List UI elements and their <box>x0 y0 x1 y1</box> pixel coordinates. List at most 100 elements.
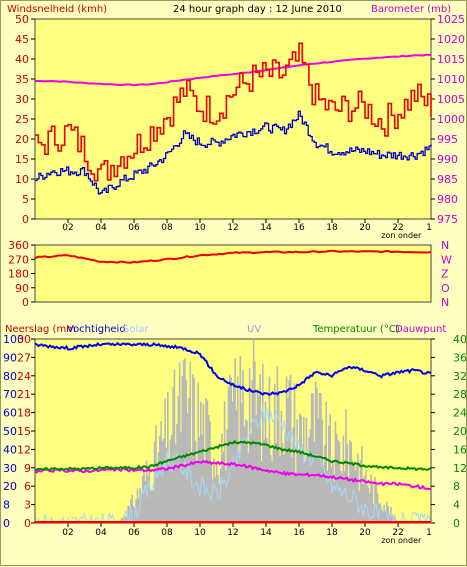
uv-bar <box>379 503 382 523</box>
climate-xtick-label: 06 <box>128 528 140 538</box>
uv-bar <box>347 476 350 523</box>
wind-ytick-label: 30 <box>15 93 29 106</box>
wind-ytick-label: 5 <box>22 193 29 206</box>
uv-bar <box>387 506 390 523</box>
baro-ytick-label: 1000 <box>437 113 465 126</box>
wind-speed-line <box>35 110 432 195</box>
temperature-line <box>34 440 432 472</box>
climate-xtick-label-end: 1 <box>426 528 432 538</box>
wind-ytick-label: 0 <box>22 213 29 226</box>
rain-ytick-label: 27 <box>17 351 31 364</box>
uv-bar <box>390 506 392 523</box>
uv-bar <box>326 471 329 523</box>
uv-bar <box>178 362 181 523</box>
uv-bar <box>169 439 172 523</box>
uv-bar <box>384 511 387 523</box>
climate-xtick-label: 02 <box>62 528 73 538</box>
temp-ytick-label: 20 <box>453 425 467 438</box>
uv-bar <box>173 369 176 523</box>
wind-ytick-label: 15 <box>15 153 29 166</box>
temp-ytick-label: 32 <box>453 370 467 383</box>
uv-bar <box>185 380 188 523</box>
direction-compass-label: N <box>441 239 449 252</box>
uv-bar <box>351 461 354 523</box>
uv-bar <box>293 383 296 523</box>
wind-xtick-label: 02 <box>62 223 73 233</box>
uv-bar <box>380 508 383 523</box>
uv-bar <box>281 442 284 523</box>
wind-xtick-label: 06 <box>128 223 140 233</box>
baro-ytick-label: 995 <box>437 133 458 146</box>
temp-ytick-label: 4 <box>453 499 460 512</box>
uv-bar <box>147 476 149 523</box>
uv-bar <box>330 467 333 523</box>
uv-bar <box>345 409 347 523</box>
uv-bar <box>140 493 143 523</box>
uv-bar <box>362 484 364 523</box>
uv-bar <box>291 457 293 523</box>
wind-ytick-label: 10 <box>15 173 29 186</box>
uv-bar <box>314 381 317 523</box>
uv-bar <box>198 436 201 523</box>
wind-speed-axis-title: Windsnelheid (kmh) <box>7 4 107 15</box>
wind-direction-line <box>34 249 432 264</box>
uv-bar <box>358 490 360 523</box>
wind-xtick-label: 20 <box>359 223 371 233</box>
wind-xtick-label-end: 1 <box>426 223 432 233</box>
uv-bar <box>193 377 195 523</box>
uv-bar <box>148 468 151 523</box>
uv-bar <box>273 383 276 523</box>
uv-bar <box>201 434 203 523</box>
baro-ytick-label: 1005 <box>437 93 465 106</box>
wind-panel-frame <box>34 18 432 220</box>
uv-bar <box>355 465 358 523</box>
baro-ytick-label: 985 <box>437 173 458 186</box>
uv-bar <box>189 361 192 523</box>
climate-xtick-label: 04 <box>95 528 107 538</box>
uv-bar <box>388 515 391 523</box>
wind-ytick-label: 45 <box>15 33 29 46</box>
rain-ytick-label: 21 <box>17 388 31 401</box>
temp-ytick-label: 8 <box>453 480 460 493</box>
uv-bar <box>227 386 230 523</box>
uv-bar <box>141 475 144 523</box>
direction-panel-frame <box>34 244 432 303</box>
temp-ytick-label: 12 <box>453 462 467 475</box>
uv-bar <box>184 358 186 523</box>
temp-ytick-label: 24 <box>453 407 467 420</box>
direction-ytick-label: 180 <box>8 268 29 281</box>
uv-bar <box>301 444 304 523</box>
humidity-ytick-label: 100 <box>3 333 24 346</box>
wind-xtick-label: 22 <box>392 223 403 233</box>
uv-bar <box>276 366 279 523</box>
rain-ytick-label: 30 <box>17 333 31 346</box>
humidity-ytick-label: 50 <box>3 425 17 438</box>
uv-bar <box>132 506 135 523</box>
uv-bar <box>124 516 127 523</box>
wind-xtick-label: 14 <box>260 223 272 233</box>
rain-ytick-label: 12 <box>17 443 31 456</box>
rain-ytick-label: 18 <box>17 407 31 420</box>
uv-bar <box>316 387 318 523</box>
uv-bar <box>269 455 272 523</box>
uv-bar <box>194 440 197 523</box>
uv-bar <box>161 440 164 523</box>
uv-bar <box>247 452 250 523</box>
uv-bar <box>284 431 287 523</box>
uv-bar <box>181 376 184 523</box>
uv-bar <box>376 493 379 523</box>
uv-bar <box>305 417 308 523</box>
uv-bar <box>174 444 177 523</box>
uv-bar <box>170 435 173 523</box>
uv-bar <box>214 477 217 523</box>
uv-bar <box>264 401 267 523</box>
uv-bar <box>328 425 330 523</box>
uv-bar <box>349 440 351 523</box>
uv-bar <box>275 442 277 523</box>
uv-bar <box>361 446 363 523</box>
uv-bar <box>371 481 374 523</box>
uv-bar <box>207 415 210 523</box>
uv-bar <box>190 455 193 523</box>
uv-bar <box>149 491 152 523</box>
climate-xtick-label: 16 <box>293 528 305 538</box>
